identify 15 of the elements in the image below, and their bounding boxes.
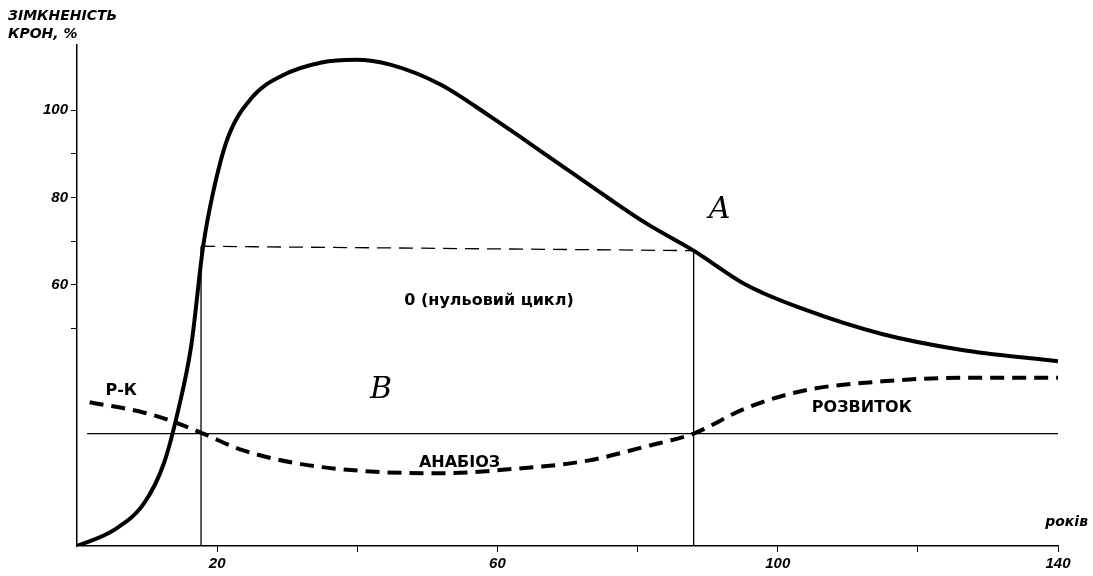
annotation: АНАБІОЗ bbox=[418, 452, 501, 472]
annotation: B bbox=[369, 370, 393, 406]
x-axis-title: років bbox=[1044, 513, 1089, 529]
x-tick-label: 140 bbox=[1045, 554, 1072, 572]
y-tick-label: 60 bbox=[51, 274, 69, 292]
annotation: A bbox=[705, 190, 731, 226]
y-axis-title: ЗІМКНЕНІСТЬ КРОН, % bbox=[8, 7, 118, 41]
annotation: Р-К bbox=[105, 379, 137, 399]
x-tick-label: 100 bbox=[765, 554, 791, 572]
y-tick-label: 100 bbox=[43, 100, 69, 118]
annotation: 0 (нульовий цикл) bbox=[404, 289, 574, 309]
x-tick-label: 60 bbox=[489, 554, 507, 572]
x-tick-label: 20 bbox=[207, 554, 227, 572]
annotation: РОЗВИТОК bbox=[811, 397, 912, 417]
y-tick-label: 80 bbox=[51, 187, 69, 205]
